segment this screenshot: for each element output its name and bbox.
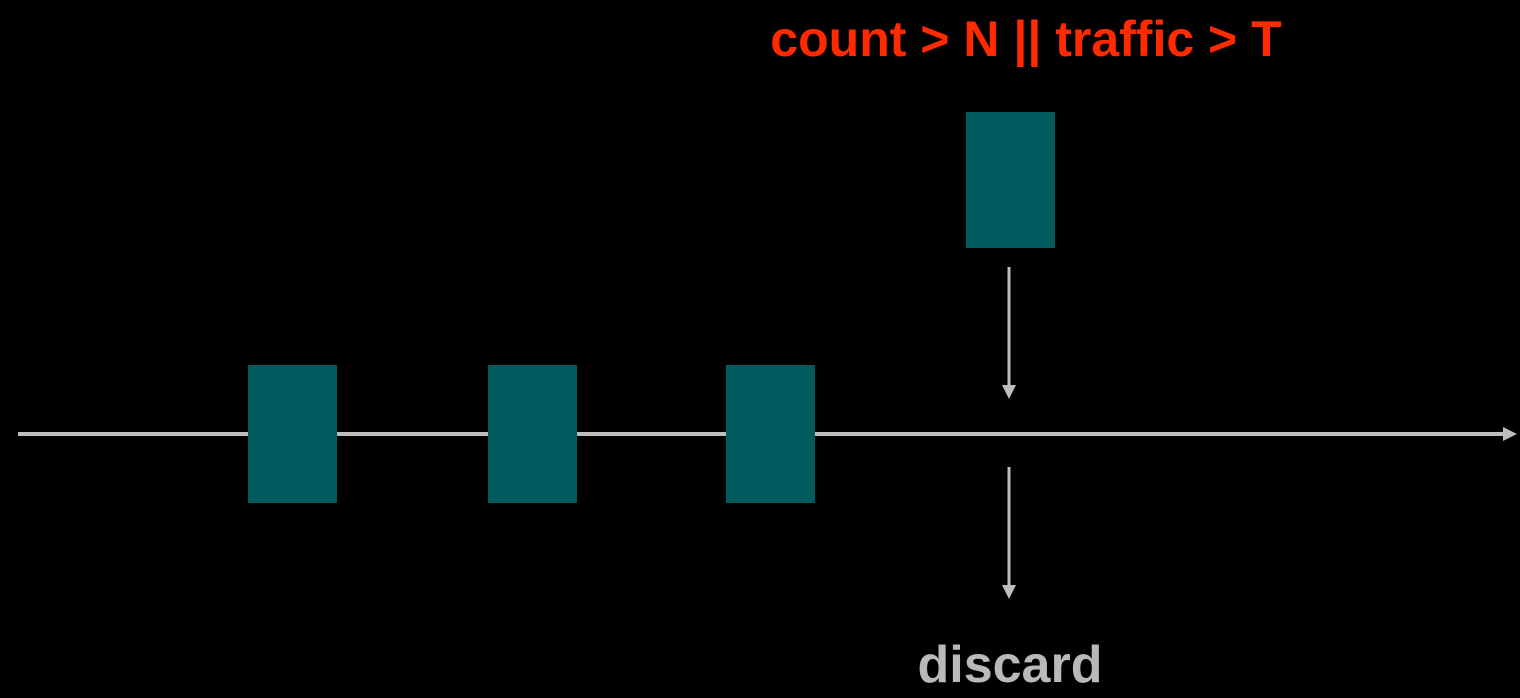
queued-packet [488,365,577,503]
discard-condition-label: count > N || traffic > T [770,11,1282,67]
discard-label: discard [917,636,1103,694]
queued-packet [248,365,337,503]
queued-packet [726,365,815,503]
arriving-packet [966,112,1055,248]
